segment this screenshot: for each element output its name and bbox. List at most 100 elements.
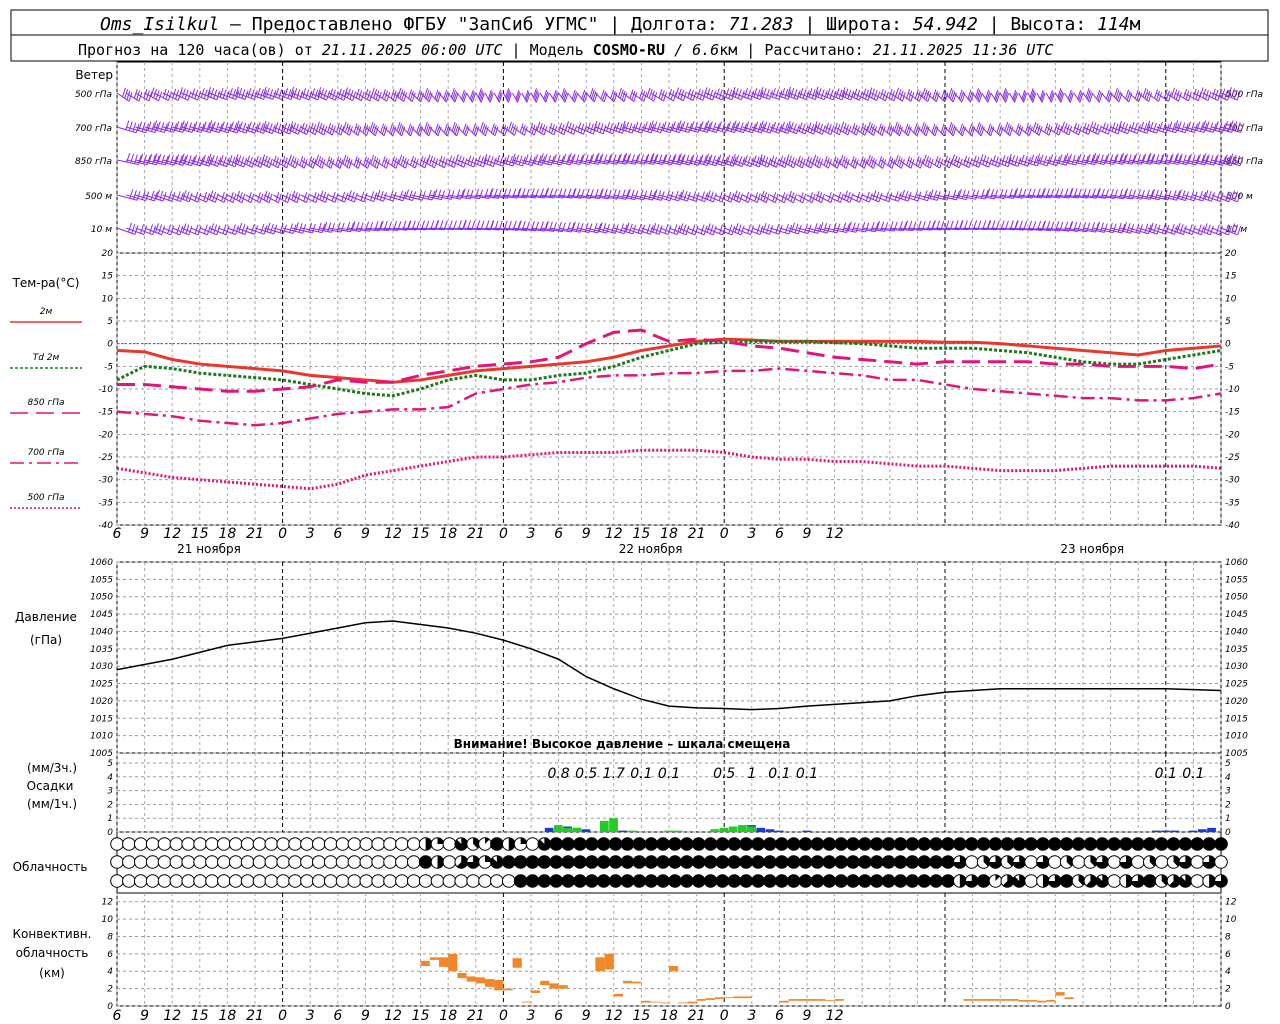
wind-barb-feather xyxy=(1049,91,1054,101)
wind-barb-feather xyxy=(220,121,225,131)
cloud-symbol xyxy=(763,874,777,888)
wind-barb-shaft xyxy=(770,92,789,100)
x-tick-label: 21 xyxy=(246,526,264,542)
wind-barb-feather xyxy=(166,121,170,131)
wind-barb-feather xyxy=(128,222,132,233)
wind-barb-feather xyxy=(290,90,295,100)
wind-barb-feather xyxy=(480,93,485,103)
cloud-symbol xyxy=(751,874,765,888)
cloud-symbol xyxy=(1214,855,1228,869)
wind-barb-feather xyxy=(411,92,416,102)
wind-barb-feather xyxy=(1216,191,1221,201)
convective-bar xyxy=(466,976,476,982)
wind-barb-feather xyxy=(156,121,161,131)
wind-barb-feather xyxy=(770,155,775,165)
wind-barb-shaft xyxy=(1184,227,1202,236)
wind-barb-shaft xyxy=(751,92,770,100)
cloud-symbol xyxy=(953,837,967,851)
wind-barb-feather xyxy=(228,88,233,98)
wind-barb-feather xyxy=(535,221,540,231)
wind-barb-feather xyxy=(409,90,414,101)
wind-barb-shaft xyxy=(852,194,870,203)
wind-barb-feather xyxy=(667,225,672,235)
cloud-symbol xyxy=(644,837,658,851)
wind-barb-shaft xyxy=(1211,227,1229,236)
wind-barb-feather xyxy=(625,222,630,232)
wind-barb-feather xyxy=(633,92,638,102)
wind-barb-feather xyxy=(691,224,696,234)
cloud-symbol xyxy=(810,837,825,851)
wind-barb-feather xyxy=(764,156,769,167)
wind-barb-shaft xyxy=(751,159,768,168)
wind-barb-shaft xyxy=(1193,227,1211,236)
wind-barb-feather xyxy=(254,124,259,134)
wind-barb-feather xyxy=(250,89,255,99)
wind-barb-shaft xyxy=(889,194,909,202)
wind-barb-shaft xyxy=(374,126,385,137)
wind-barb-feather xyxy=(364,124,369,135)
wind-barb-feather xyxy=(703,87,708,97)
x-tick-label: 0 xyxy=(278,526,287,542)
wind-barb-feather xyxy=(433,188,438,199)
wind-barb-feather xyxy=(922,154,927,164)
wind-barb-feather xyxy=(1133,123,1138,133)
wind-barb-feather xyxy=(1107,91,1112,101)
wind-barb-feather xyxy=(1144,89,1149,99)
wind-barb-shaft xyxy=(1009,126,1020,137)
wind-barb-feather xyxy=(838,89,843,99)
wind-barb-feather xyxy=(238,87,243,98)
wind-barb-feather xyxy=(512,156,517,167)
wind-barb-feather xyxy=(1227,122,1232,132)
x-tick-label: 12 xyxy=(605,526,623,542)
wind-barb-feather xyxy=(470,91,475,101)
wind-barb-feather xyxy=(1040,91,1045,101)
wind-barb-shaft xyxy=(751,194,767,204)
wind-barb-shaft xyxy=(273,159,287,169)
wind-barb-feather xyxy=(162,191,167,202)
wind-barb-feather xyxy=(505,154,510,165)
wind-barb-feather xyxy=(222,224,227,234)
wind-barb-feather xyxy=(571,89,576,100)
wind-barb-shaft xyxy=(549,126,565,136)
x-tick-label: 18 xyxy=(439,526,457,542)
model-res: / 6.6 xyxy=(674,41,719,59)
wind-barb-shaft xyxy=(1073,126,1089,136)
wind-barb-feather xyxy=(610,89,615,99)
wind-barb-feather xyxy=(1030,89,1035,100)
wind-barb-feather xyxy=(562,89,567,100)
wind-barb-feather xyxy=(747,193,752,203)
wind-barb-feather xyxy=(328,157,333,168)
wind-barb-feather xyxy=(460,89,465,100)
wind-barb-feather xyxy=(769,90,774,100)
wind-barb-feather xyxy=(1049,89,1053,100)
wind-barb-feather xyxy=(842,222,847,232)
wind-barb-shaft xyxy=(999,126,1011,137)
cloud-symbol xyxy=(846,874,860,888)
wind-barb-shaft xyxy=(880,126,892,137)
convective-bar xyxy=(512,958,522,968)
wind-barb-feather xyxy=(647,122,652,132)
cloud-symbol xyxy=(786,837,801,851)
cloud-symbol xyxy=(869,874,884,888)
wind-barb-feather xyxy=(420,92,425,103)
wind-barb-feather xyxy=(381,156,386,166)
wind-barb-shaft xyxy=(245,159,262,168)
wind-barb-feather xyxy=(271,124,276,134)
wind-barb-feather xyxy=(343,91,348,101)
wind-barb-feather xyxy=(880,157,885,168)
wind-barb-feather xyxy=(302,88,307,98)
wind-barb-feather xyxy=(187,155,192,165)
convective-bar xyxy=(963,999,973,1001)
wind-barb-shaft xyxy=(825,194,841,203)
convective-bar xyxy=(678,1002,688,1004)
precip-3h-total: 0.1 xyxy=(796,766,818,782)
cloud-symbol xyxy=(822,855,837,869)
wind-barb-feather xyxy=(471,123,476,133)
cloud-symbol-fill xyxy=(1179,874,1192,888)
wind-barb-feather xyxy=(706,223,711,233)
cloud-symbol-fill xyxy=(1149,855,1157,867)
wind-barb-feather xyxy=(191,88,196,98)
wind-barb-feather xyxy=(234,154,239,164)
wind-barb-feather xyxy=(175,89,179,100)
wind-barb-feather xyxy=(808,88,813,98)
